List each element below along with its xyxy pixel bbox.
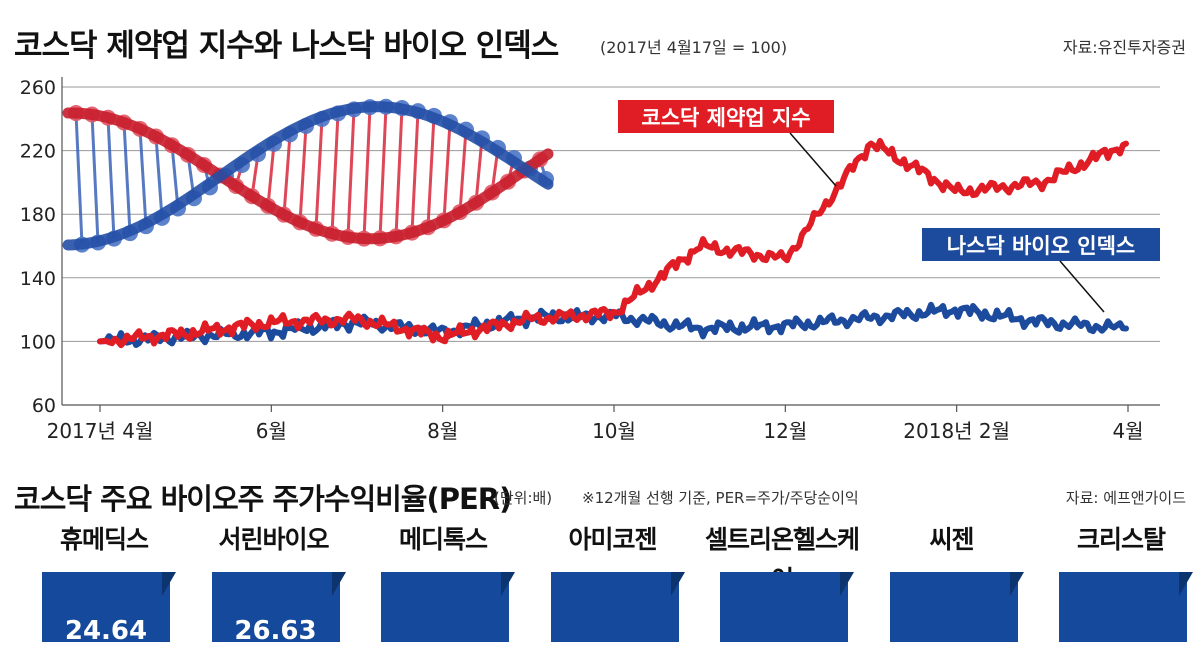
chart-title: 코스닥 제약업 지수와 나스닥 바이오 인덱스 bbox=[14, 28, 559, 64]
company-name: 셀트리온헬스케어 bbox=[704, 525, 860, 594]
box-fold bbox=[331, 572, 346, 596]
box-fold bbox=[501, 572, 515, 596]
per-value: 26.63 bbox=[234, 616, 317, 646]
chart-base-note: (2017년 4월17일 = 100) bbox=[600, 38, 788, 57]
per-note: ※12개월 선행 기준, PER=주가/주당순이익 bbox=[582, 489, 859, 507]
per-source: 자료: 에프앤가이드 bbox=[1065, 489, 1186, 507]
helix-rung bbox=[154, 136, 164, 218]
per-company-card: 메디톡스 bbox=[359, 520, 527, 642]
per-section-title: 코스닥 주요 바이오주 주가수익비율(PER) bbox=[14, 482, 512, 516]
helix-rung bbox=[458, 129, 468, 213]
helix-strand-red bbox=[62, 107, 554, 245]
helix-rung bbox=[410, 111, 420, 233]
box-fold bbox=[1009, 572, 1024, 596]
series-label-nasdaq-bio-bg bbox=[922, 228, 1160, 261]
y-tick-label: 100 bbox=[20, 331, 56, 353]
per-company-card: 휴메딕스 24.64 bbox=[20, 520, 188, 646]
company-name: 아미코젠 bbox=[568, 525, 657, 554]
per-value-box bbox=[1059, 572, 1187, 642]
x-tick-label: 10월 bbox=[592, 419, 636, 443]
per-company-card: 셀트리온헬스케어 bbox=[698, 520, 866, 642]
helix-rung bbox=[330, 113, 340, 234]
per-value-box bbox=[550, 572, 679, 642]
helix-rung bbox=[266, 143, 276, 207]
dna-helix-icon bbox=[62, 98, 554, 253]
helix-rung bbox=[106, 117, 116, 239]
helix-rung bbox=[170, 145, 180, 209]
helix-rung bbox=[394, 107, 404, 237]
x-tick-label: 6월 bbox=[256, 419, 287, 443]
helix-rung bbox=[362, 107, 372, 239]
series-line bbox=[97, 137, 1129, 349]
box-fold bbox=[840, 572, 854, 596]
helix-rung bbox=[314, 118, 324, 229]
company-name: 씨젠 bbox=[929, 525, 974, 554]
per-unit: (단위:배) bbox=[494, 489, 553, 507]
chart-source: 자료:유진투자증권 bbox=[1062, 38, 1186, 57]
y-tick-label: 220 bbox=[20, 141, 56, 163]
helix-rung bbox=[138, 128, 148, 227]
helix-rung bbox=[346, 109, 356, 238]
helix-rung bbox=[122, 122, 132, 234]
series-label-kosdaq-pharma: 코스닥 제약업 지수 bbox=[641, 106, 810, 130]
box-fold bbox=[1179, 572, 1193, 596]
box-fold bbox=[670, 572, 685, 596]
y-tick-label: 140 bbox=[20, 268, 56, 290]
company-name: 크리스탈 bbox=[1076, 525, 1166, 554]
helix-rung bbox=[298, 125, 308, 223]
x-tick-label: 4월 bbox=[1112, 419, 1143, 443]
company-name: 메디톡스 bbox=[398, 525, 488, 554]
per-company-card: 아미코젠 bbox=[529, 520, 697, 642]
x-tick-label: 8월 bbox=[427, 419, 458, 443]
y-tick-label: 60 bbox=[32, 395, 56, 417]
line-chart: 260 220 180 140 100 60 2017년 4월 6월 8월 10월 12월 2018… bbox=[20, 77, 1160, 443]
box-fold bbox=[162, 572, 176, 596]
per-company-card: 서린바이오 26.63 bbox=[190, 520, 358, 646]
per-value: 24.64 bbox=[64, 616, 148, 646]
x-tick-label: 12월 bbox=[763, 419, 807, 443]
series-label-kosdaq-pharma-bg bbox=[618, 100, 834, 133]
helix-rung bbox=[378, 106, 388, 239]
label-pointer bbox=[789, 132, 837, 187]
per-company-card: 크리스탈 bbox=[1037, 520, 1200, 642]
helix-rung bbox=[74, 112, 84, 245]
y-tick-label: 260 bbox=[20, 77, 56, 99]
x-tick-label: 2017년 4월 bbox=[47, 419, 154, 443]
series-label-nasdaq-bio: 나스닥 바이오 인덱스 bbox=[947, 234, 1136, 258]
helix-rung bbox=[282, 134, 292, 215]
helix-rung bbox=[474, 138, 484, 203]
helix-rung bbox=[442, 121, 452, 221]
helix-rung bbox=[426, 115, 436, 228]
helix-strand-blue bbox=[62, 101, 554, 251]
per-value-box bbox=[720, 572, 848, 642]
label-pointer bbox=[1059, 260, 1105, 313]
per-value-box bbox=[381, 572, 509, 642]
y-tick-label: 180 bbox=[20, 204, 56, 226]
helix-rung bbox=[90, 114, 100, 243]
per-value-box bbox=[889, 572, 1018, 642]
per-company-card: 씨젠 bbox=[868, 520, 1036, 642]
company-name: 서린바이오 bbox=[218, 525, 329, 554]
company-name: 휴메딕스 bbox=[59, 525, 149, 554]
x-tick-label: 2018년 2월 bbox=[903, 419, 1010, 443]
